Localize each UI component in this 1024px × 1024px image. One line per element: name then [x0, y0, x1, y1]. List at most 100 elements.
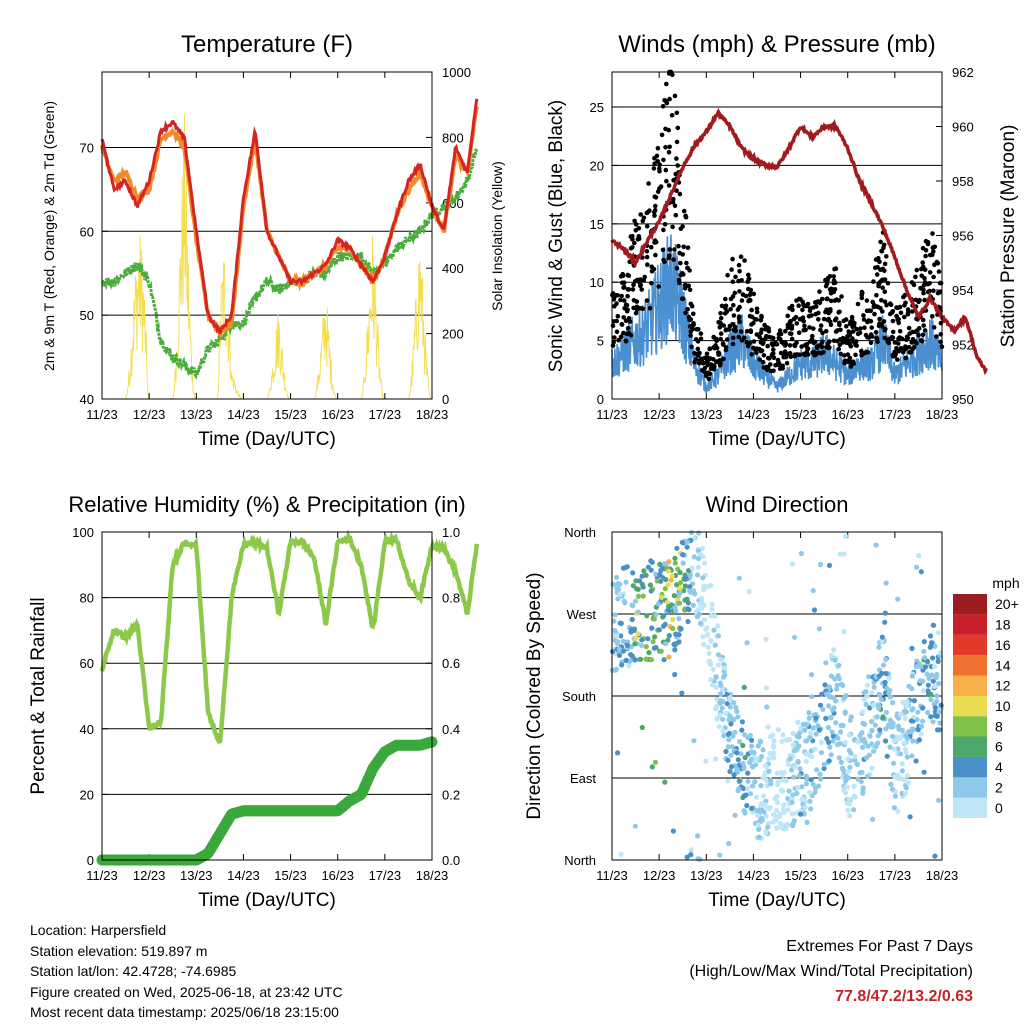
gust-point — [747, 340, 752, 346]
y2-tick-label: 0.8 — [442, 591, 460, 606]
gust-point — [720, 341, 726, 346]
direction-point — [777, 811, 783, 817]
direction-point — [807, 735, 813, 741]
direction-point — [767, 805, 773, 811]
direction-point — [635, 631, 641, 637]
direction-point — [775, 779, 782, 785]
gust-point — [861, 313, 866, 318]
x-tick-label: 15/23 — [274, 868, 307, 883]
gust-point — [794, 321, 800, 326]
direction-point — [891, 760, 897, 766]
direction-point — [743, 792, 749, 798]
direction-point — [818, 776, 824, 782]
gust-point — [645, 209, 651, 215]
direction-point — [699, 599, 705, 605]
direction-point — [691, 738, 697, 744]
gust-point — [789, 336, 795, 342]
direction-point — [913, 564, 920, 570]
direction-point — [730, 733, 736, 739]
gust-point — [677, 191, 683, 197]
gust-point — [805, 346, 811, 352]
direction-point — [781, 769, 787, 776]
gust-point — [725, 337, 730, 342]
direction-point — [837, 551, 843, 557]
gust-point — [846, 329, 851, 334]
gust-point — [696, 327, 701, 332]
gust-point — [878, 239, 883, 245]
gust-point — [796, 303, 801, 309]
direction-point — [767, 777, 774, 783]
direction-point — [810, 725, 816, 731]
gust-point — [677, 280, 682, 286]
direction-point — [771, 812, 777, 818]
x-tick-label: 16/23 — [831, 407, 864, 422]
direction-point — [708, 582, 714, 589]
direction-point — [910, 738, 916, 744]
direction-point — [909, 645, 915, 652]
gust-point — [652, 161, 657, 166]
direction-point — [800, 795, 806, 802]
gust-point — [760, 341, 766, 347]
gust-point — [655, 159, 660, 164]
gust-point — [890, 352, 896, 358]
direction-point — [658, 578, 664, 584]
y2-tick-label: 0.2 — [442, 787, 460, 802]
station-info: Location: Harpersfield Station elevation… — [30, 920, 343, 1023]
gust-point — [666, 253, 672, 258]
colorbar-swatch — [953, 675, 987, 696]
gust-point — [874, 336, 880, 341]
direction-point — [687, 584, 693, 590]
gust-point — [831, 274, 836, 279]
direction-point — [630, 583, 636, 589]
direction-point — [742, 755, 748, 761]
direction-point — [871, 748, 877, 754]
gust-point — [887, 311, 893, 317]
y-tick-label: 70 — [80, 140, 94, 155]
direction-point — [705, 644, 711, 650]
gust-point — [736, 262, 742, 268]
colorbar-swatch — [953, 655, 987, 676]
gust-point — [807, 325, 812, 330]
direction-point — [721, 733, 727, 739]
direction-point — [895, 723, 902, 729]
direction-point — [679, 539, 685, 545]
gust-point — [920, 332, 926, 338]
y2-tick-label: 800 — [442, 130, 464, 145]
gust-point — [644, 298, 650, 303]
direction-point — [718, 656, 724, 663]
gust-point — [879, 248, 884, 254]
direction-point — [720, 716, 726, 722]
direction-point — [783, 777, 790, 784]
gust-point — [737, 289, 742, 294]
direction-point — [666, 654, 672, 660]
direction-point — [808, 672, 815, 678]
x-axis-label: Time (Day/UTC) — [198, 429, 336, 450]
direction-point — [876, 673, 883, 679]
direction-point — [842, 709, 848, 715]
direction-point — [928, 697, 934, 703]
direction-point — [823, 715, 829, 722]
gust-point — [913, 274, 918, 280]
direction-point — [652, 759, 659, 765]
gust-point — [748, 298, 753, 303]
direction-point — [880, 662, 887, 668]
gust-point — [727, 323, 733, 329]
direction-point — [736, 786, 742, 792]
direction-point — [764, 704, 770, 710]
direction-point — [831, 705, 837, 711]
gust-point — [768, 368, 774, 374]
gust-point — [759, 337, 765, 343]
direction-point — [700, 554, 706, 560]
colorbar-swatch — [953, 736, 987, 757]
gust-point — [749, 322, 754, 327]
direction-point — [756, 834, 762, 840]
direction-point — [763, 685, 770, 691]
y2-tick-label: 1000 — [442, 65, 471, 80]
gust-point — [906, 325, 912, 331]
gust-point — [921, 290, 926, 296]
direction-point — [740, 742, 746, 749]
direction-point — [695, 856, 701, 862]
gust-point — [723, 347, 729, 353]
direction-point — [630, 603, 636, 609]
